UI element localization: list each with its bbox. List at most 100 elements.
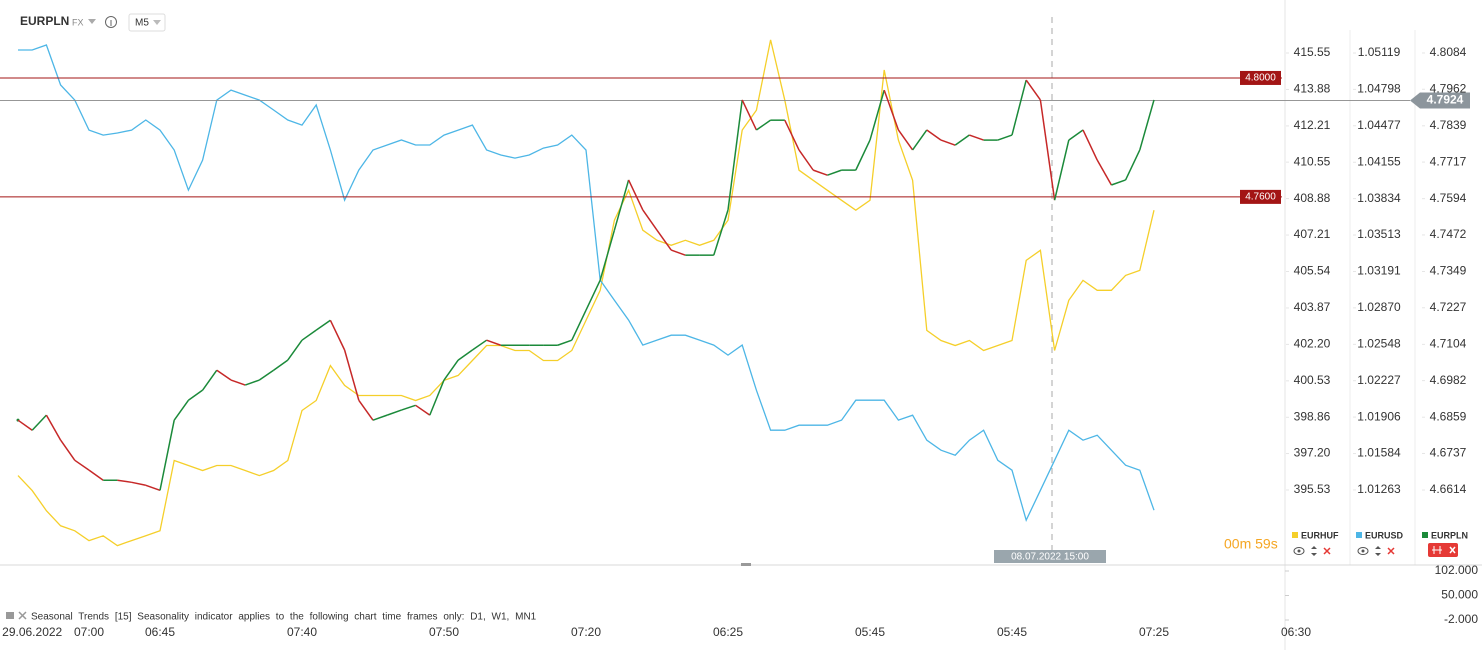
last-price-label: 4.7924 (1427, 93, 1464, 107)
price-segment (627, 179, 644, 211)
x-tick-label: 05:45 (997, 625, 1027, 639)
price-segment (954, 134, 970, 146)
pane-handle[interactable] (741, 563, 751, 566)
legend-label[interactable]: EURPLN (1431, 530, 1468, 540)
price-segment (997, 134, 1013, 141)
y-tick-label: 1.03191 (1357, 264, 1401, 278)
price-segment (358, 399, 374, 421)
price-segment (969, 134, 984, 141)
order-icon[interactable] (1311, 546, 1317, 556)
price-segment (656, 229, 672, 251)
price-segment (244, 379, 260, 386)
price-segment (1139, 99, 1155, 151)
price-segment (1111, 179, 1126, 186)
price-segment (315, 319, 331, 331)
price-level-label: 4.7600 (1245, 192, 1276, 203)
close-icon[interactable] (1449, 546, 1456, 554)
dropdown-icon[interactable] (88, 19, 96, 24)
y-tick-label: 1.02548 (1357, 337, 1401, 351)
price-level-box (1240, 189, 1281, 204)
price-segment (443, 359, 459, 381)
symbol[interactable]: EURPLN (20, 14, 69, 28)
market: FX (72, 17, 84, 27)
close-icon[interactable] (1387, 547, 1395, 555)
price-segment (287, 339, 303, 361)
indicator-icon[interactable] (6, 612, 14, 619)
y-tick-label: 408.88 (1294, 191, 1331, 205)
price-segment (613, 179, 630, 231)
price-segment (827, 169, 842, 176)
series-line (18, 44, 1155, 523)
price-segment (74, 459, 90, 471)
y-tick-label: 1.05119 (1358, 45, 1401, 59)
price-segment (642, 209, 658, 231)
y-tick-label: 395.53 (1294, 482, 1331, 496)
legend-swatch (1422, 532, 1428, 538)
y-tick-label: 102.000 (1435, 563, 1479, 577)
x-tick-label: 06:45 (145, 625, 175, 639)
y-tick-label: 4.7104 (1430, 337, 1467, 351)
price-level-label: 4.8000 (1245, 73, 1276, 84)
price-segment (926, 129, 942, 141)
legend-label[interactable]: EURUSD (1365, 530, 1404, 540)
price-segment (31, 414, 47, 431)
info-icon[interactable] (105, 16, 117, 28)
price-segment (216, 369, 232, 381)
y-tick-label: 397.20 (1294, 446, 1331, 460)
visibility-icon[interactable] (1432, 546, 1442, 554)
price-segment (343, 349, 360, 401)
y-tick-label: 415.55 (1294, 45, 1331, 59)
y-tick-label: 50.000 (1441, 588, 1478, 602)
price-segment (741, 99, 758, 131)
price-segment (1068, 129, 1084, 141)
y-tick-label: 4.7227 (1430, 300, 1467, 314)
y-tick-label: -2.000 (1444, 612, 1478, 626)
y-tick-label: 4.8084 (1430, 45, 1467, 59)
price-segment (784, 119, 800, 151)
x-tick-label: 07:00 (74, 625, 104, 639)
price-segment (911, 129, 928, 151)
y-tick-label: 1.02227 (1357, 373, 1401, 387)
legend-swatch (1292, 532, 1298, 538)
order-icon[interactable] (1375, 546, 1381, 556)
price-segment (17, 419, 33, 431)
price-segment (571, 309, 587, 341)
y-tick-label: 1.03834 (1357, 191, 1401, 205)
legend-controls[interactable] (1428, 543, 1458, 557)
price-segment (855, 139, 871, 171)
y-tick-label: 1.01906 (1357, 409, 1401, 423)
y-tick-label: 4.7839 (1430, 118, 1467, 132)
visibility-icon[interactable] (1357, 547, 1369, 555)
price-segment (301, 329, 317, 341)
price-segment (386, 409, 402, 416)
close-icon[interactable] (18, 611, 27, 620)
price-level-box (1240, 70, 1281, 85)
price-segment (415, 404, 431, 416)
price-segment (940, 139, 956, 146)
price-segment (585, 279, 601, 311)
y-tick-label: 4.7349 (1430, 264, 1467, 278)
close-icon[interactable] (1323, 547, 1331, 555)
price-segment (230, 379, 246, 386)
timeframe-box[interactable] (128, 13, 166, 32)
price-segment (1053, 139, 1070, 201)
y-tick-label: 400.53 (1294, 373, 1331, 387)
visibility-icon (1297, 549, 1301, 553)
y-tick-label: 398.86 (1294, 409, 1331, 423)
price-segment (173, 399, 190, 421)
y-tick-label: 4.7962 (1430, 81, 1467, 95)
price-segment (1096, 159, 1113, 186)
price-segment (727, 99, 743, 211)
price-segment (713, 209, 729, 256)
legend-label[interactable]: EURHUF (1301, 530, 1339, 540)
price-segment (1124, 149, 1141, 181)
visibility-icon[interactable] (1293, 547, 1305, 555)
y-tick-label: 410.55 (1294, 154, 1331, 168)
x-tick-label: 07:40 (287, 625, 317, 639)
y-tick-label: 4.6859 (1430, 409, 1467, 423)
price-segment (486, 339, 502, 346)
crosshair-label-box (994, 550, 1106, 563)
timeframe[interactable]: M5 (135, 18, 149, 29)
x-tick-label: 05:45 (855, 625, 885, 639)
